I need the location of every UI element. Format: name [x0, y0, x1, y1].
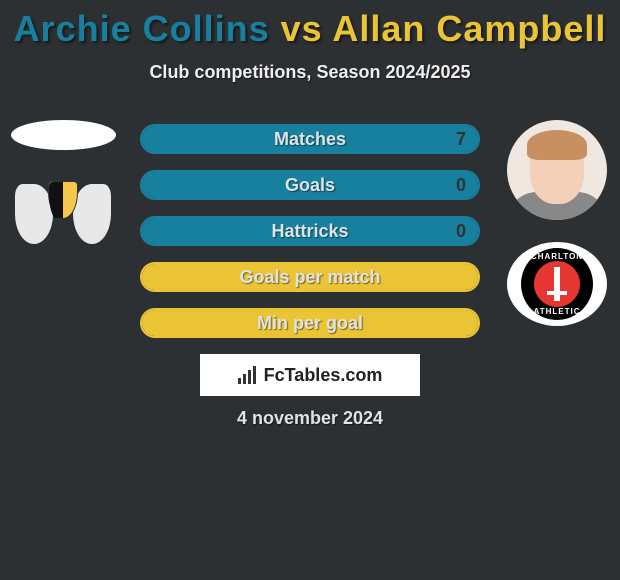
page-title: Archie Collins vs Allan Campbell — [0, 0, 620, 50]
stat-label: Goals — [142, 172, 478, 198]
badge-text-top: CHARLTON — [531, 252, 583, 261]
date-text: 4 november 2024 — [0, 408, 620, 429]
player2-column: CHARLTON ATHLETIC — [502, 120, 612, 326]
stats-bars: Matches7Goals0Hattricks0Goals per matchM… — [140, 124, 480, 354]
player1-club-badge — [13, 176, 113, 256]
player2-club-badge: CHARLTON ATHLETIC — [507, 242, 607, 326]
badge-text-bottom: ATHLETIC — [534, 307, 581, 316]
stat-row-1: Goals0 — [140, 170, 480, 200]
vs-text: vs — [281, 8, 323, 49]
player1-column — [8, 120, 118, 256]
sword-icon — [554, 267, 560, 301]
subtitle: Club competitions, Season 2024/2025 — [0, 62, 620, 83]
stat-label: Hattricks — [142, 218, 478, 244]
player2-name: Allan Campbell — [332, 8, 606, 49]
stat-value: 0 — [456, 218, 466, 244]
stat-label: Min per goal — [142, 310, 478, 336]
footer-brand-box: FcTables.com — [200, 354, 420, 396]
player1-name: Archie Collins — [14, 8, 270, 49]
footer-brand-text: FcTables.com — [264, 365, 383, 386]
stat-row-2: Hattricks0 — [140, 216, 480, 246]
chart-icon — [238, 366, 258, 384]
stat-row-4: Min per goal — [140, 308, 480, 338]
stat-row-3: Goals per match — [140, 262, 480, 292]
stat-label: Matches — [142, 126, 478, 152]
player1-avatar-placeholder — [11, 120, 116, 150]
player2-avatar — [507, 120, 607, 220]
stat-label: Goals per match — [142, 264, 478, 290]
stat-value: 0 — [456, 172, 466, 198]
stat-value: 7 — [456, 126, 466, 152]
stat-row-0: Matches7 — [140, 124, 480, 154]
